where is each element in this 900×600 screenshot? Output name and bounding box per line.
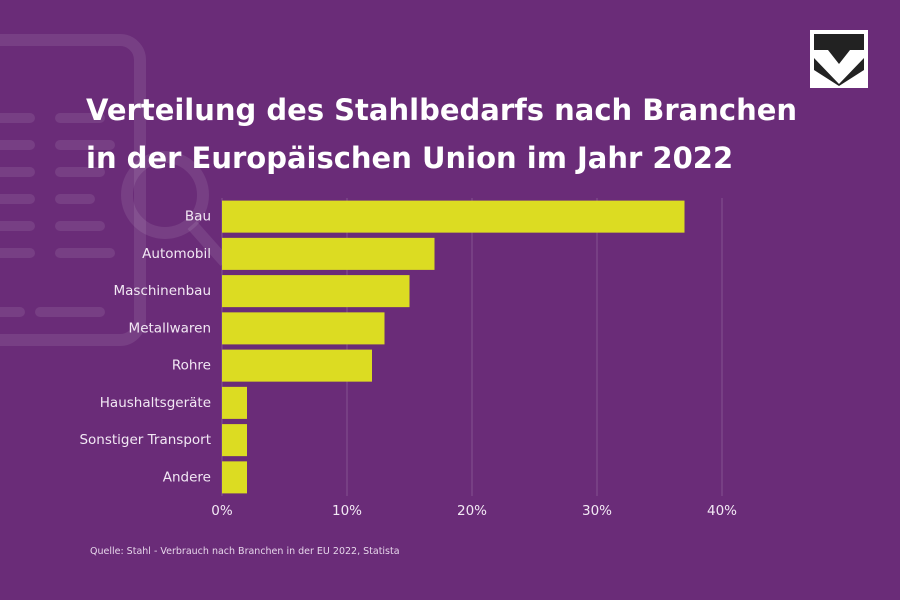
source-note: Quelle: Stahl - Verbrauch nach Branchen …	[90, 546, 400, 557]
y-tick-label: Metallwaren	[129, 320, 211, 336]
x-tick-label: 0%	[211, 503, 233, 519]
bar	[222, 461, 247, 494]
bar	[222, 349, 372, 382]
y-tick-label: Maschinenbau	[114, 283, 212, 299]
x-tick-label: 10%	[332, 503, 362, 519]
chart-title: Verteilung des Stahlbedarfs nach Branche…	[86, 93, 798, 175]
bar	[222, 386, 247, 419]
logo	[810, 30, 868, 88]
x-tick-label: 40%	[707, 503, 737, 519]
bar	[222, 424, 247, 457]
y-tick-label: Automobil	[142, 246, 211, 262]
y-tick-label: Bau	[185, 209, 211, 225]
bar	[222, 237, 435, 270]
bar	[222, 275, 410, 308]
x-tick-label: 20%	[457, 503, 487, 519]
y-tick-label: Andere	[163, 469, 211, 485]
bar	[222, 200, 685, 233]
background-lines	[0, 113, 115, 317]
bar	[222, 312, 385, 345]
y-tick-label: Rohre	[172, 358, 211, 374]
y-tick-label: Sonstiger Transport	[79, 432, 211, 448]
y-tick-label: Haushaltsgeräte	[100, 395, 211, 411]
background-icon	[0, 34, 230, 346]
x-tick-label: 30%	[582, 503, 612, 519]
